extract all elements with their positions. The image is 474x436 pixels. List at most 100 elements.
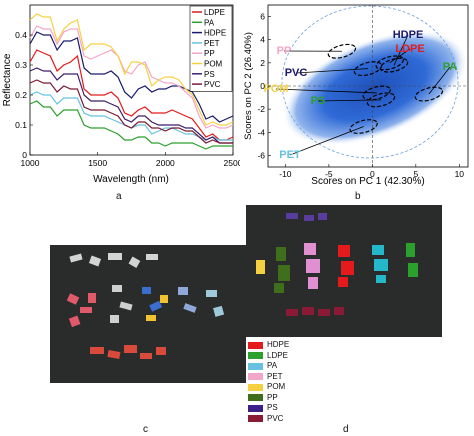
- pca-confidence-ellipse: [281, 5, 459, 159]
- pca-x-tick-label: 0: [370, 169, 375, 179]
- spectra-x-axis-label: Wavelength (nm): [93, 174, 169, 185]
- pca-y-tick-label: -4: [257, 127, 265, 137]
- classification-legend-label: POM: [267, 382, 286, 392]
- classification-illustration: [256, 213, 418, 316]
- pca-cluster-label-pet: PET: [279, 149, 301, 161]
- classification-legend-item: PVC: [248, 414, 318, 425]
- spectra-legend-box: [189, 5, 233, 92]
- classification-legend-item: HDPE: [248, 340, 318, 351]
- pca-cluster-label-pa: PA: [443, 61, 458, 73]
- classification-legend-item: PP: [248, 393, 318, 404]
- spectrum-line-ldpe: [29, 49, 234, 141]
- panel-c-caption: c: [143, 424, 148, 435]
- classification-legend-swatch: [248, 404, 263, 412]
- pca-cluster-label-ps: PS: [311, 95, 326, 107]
- panel-d-caption: d: [343, 424, 349, 435]
- pca-cluster-pointer: [317, 99, 382, 102]
- spectra-legend-label: LDPE: [204, 8, 225, 17]
- spectra-legend-label: PS: [204, 70, 215, 79]
- classification-legend-label: PS: [267, 403, 278, 413]
- spectra-x-tick-label: 2000: [156, 158, 175, 168]
- classification-legend-label: PET: [267, 371, 283, 381]
- pca-cluster-ellipse-ps: [366, 92, 396, 108]
- pca-cluster-pointer: [393, 34, 409, 66]
- pca-cluster-label-ldpe: LDPE: [395, 43, 424, 55]
- spectra-y-tick-label: 0.1: [15, 120, 27, 130]
- pca-x-tick-label: 5: [413, 169, 418, 179]
- spectra-legend-label: PP: [204, 49, 215, 58]
- pca-y-tick-label: 6: [260, 12, 265, 22]
- spectra-x-ticks: 1000 1500 2000 2500: [21, 152, 240, 168]
- panel-b-caption: b: [355, 191, 361, 202]
- pca-x-tick-label: -5: [325, 169, 333, 179]
- pca-y-tick-label: -6: [257, 150, 265, 160]
- pca-density-cloud: [282, 30, 468, 146]
- pca-x-tick-label: 10: [455, 169, 465, 179]
- pca-cluster-ellipse-pvc: [353, 61, 383, 77]
- pca-x-axis-label: Scores on PC 1 (42.30%): [311, 176, 424, 187]
- pca-cluster-pointer: [289, 126, 364, 156]
- classification-legend-swatch: [248, 383, 263, 391]
- classification-legend-item: POM: [248, 382, 318, 393]
- spectrum-line-pom: [29, 13, 234, 126]
- spectra-legend-label: HDPE: [204, 29, 226, 38]
- classification-legend-label: LDPE: [267, 350, 288, 360]
- pca-cluster-pointer: [389, 48, 411, 64]
- pca-cluster-label-pvc: PVC: [285, 67, 308, 79]
- pca-x-tick-label: -10: [279, 169, 292, 179]
- classification-legend-swatch: [248, 362, 263, 370]
- spectrum-line-ps: [29, 67, 233, 144]
- spectrum-line-pa: [29, 100, 233, 150]
- spectra-x-tick-label: 1500: [88, 158, 107, 168]
- spectra-y-tick-label: 0.2: [15, 90, 27, 100]
- pca-cluster-ellipse-pom: [362, 85, 391, 101]
- spectra-legend-label: PVC: [204, 80, 221, 89]
- pca-cluster-pointer: [295, 68, 369, 74]
- pca-cluster-ellipse-pet: [349, 119, 378, 134]
- pca-cluster-pointer: [275, 88, 377, 94]
- pca-score-plot: HDPE LDPE PA PP PVC POM PS PET -6 -4 -2 0 2 4 6 -10 -5…: [243, 4, 469, 187]
- pca-cluster-markers: HDPE LDPE PA PP PVC POM PS PET: [263, 29, 457, 161]
- panel-a-caption: a: [116, 191, 122, 202]
- classification-legend-item: PET: [248, 372, 318, 383]
- spectra-y-axis-label: Reflectance: [2, 53, 13, 106]
- classification-legend-swatch: [248, 394, 263, 402]
- spectra-y-tick-label: 0.3: [15, 60, 27, 70]
- pca-x-ticks: -10 -5 0 5 10: [279, 164, 464, 179]
- plastic-flakes-photo: [50, 245, 246, 383]
- classification-map: [246, 205, 442, 337]
- pca-cluster-pointer: [428, 66, 451, 95]
- classification-legend-item: LDPE: [248, 351, 318, 362]
- pca-cluster-ellipse-pa: [414, 86, 444, 102]
- pca-y-tick-label: 4: [260, 35, 265, 45]
- spectrum-line-hdpe: [29, 31, 234, 123]
- pca-y-tick-label: 0: [260, 81, 265, 91]
- classification-legend-label: PVC: [267, 413, 284, 423]
- spectrum-line-pvc: [29, 79, 233, 144]
- pca-cluster-label-pp: PP: [277, 45, 292, 57]
- spectra-x-tick-label: 1000: [21, 158, 40, 168]
- pca-cluster-ellipse-ldpe: [375, 55, 404, 71]
- classification-legend-label: PA: [267, 361, 278, 371]
- pca-y-tick-label: -2: [257, 104, 265, 114]
- spectra-y-tick-label: 0.4: [15, 30, 27, 40]
- classification-legend-swatch: [248, 352, 263, 360]
- classification-legend-label: PP: [267, 392, 278, 402]
- pca-y-ticks: -6 -4 -2 0 2 4 6: [257, 12, 271, 160]
- spectra-legend-label: POM: [204, 60, 223, 69]
- classification-legend-swatch: [248, 415, 263, 423]
- spectra-legend-label: PET: [204, 39, 220, 48]
- spectra-series: [29, 13, 234, 150]
- spectra-y-ticks: 0 0.1 0.2 0.3 0.4: [15, 30, 33, 160]
- spectra-chart: 0 0.1 0.2 0.3 0.4 1000 1500 2000 2500 Wavelengt…: [2, 4, 240, 185]
- spectra-y-tick-label: 0: [22, 150, 27, 160]
- classification-legend-swatch: [248, 341, 263, 349]
- spectrum-line-pp: [29, 25, 234, 129]
- classification-legend-swatch: [248, 373, 263, 381]
- classification-legend: HDPE LDPE PA PET POM PP PS PVC: [248, 340, 318, 424]
- pca-zero-lines: [268, 5, 468, 167]
- pca-cluster-label-pom: POM: [263, 83, 288, 95]
- pca-cluster-ellipse-pp: [327, 43, 357, 59]
- spectra-legend-label: PA: [204, 18, 215, 27]
